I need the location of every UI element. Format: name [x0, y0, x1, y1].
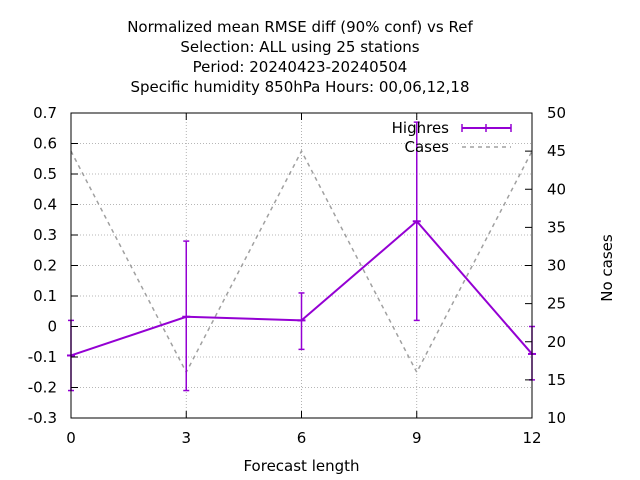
y-tick-label: 0.2 [33, 257, 57, 275]
y-tick-label: 0.6 [33, 135, 57, 153]
y-tick-label: 0 [47, 318, 57, 336]
y2-tick-label: 25 [547, 295, 566, 313]
axis-ticks: -0.3 -0.2 -0.1 0 0.1 0.2 0.3 0.4 0.5 0.6 0.7 10 15 20… [28, 104, 566, 447]
cases-line [70, 149, 533, 374]
y2-axis-label: No cases [598, 234, 616, 302]
x-axis-label: Forecast length [243, 457, 359, 475]
x-tick-label: 0 [66, 429, 76, 447]
y-tick-label: -0.3 [28, 409, 57, 427]
y-tick-label: 0.4 [33, 196, 57, 214]
y-tick-label: 0.3 [33, 226, 57, 244]
y2-tick-label: 40 [547, 180, 566, 198]
y2-tick-label: 20 [547, 333, 566, 351]
legend-label-cases: Cases [404, 138, 449, 156]
title-line: Normalized mean RMSE diff (90% conf) vs … [127, 18, 473, 36]
y-tick-label: -0.2 [28, 379, 57, 397]
x-tick-label: 6 [297, 429, 307, 447]
y-tick-label: -0.1 [28, 348, 57, 366]
y2-tick-label: 35 [547, 218, 566, 236]
y2-tick-label: 10 [547, 409, 566, 427]
grid [70, 112, 533, 419]
y2-tick-label: 15 [547, 371, 566, 389]
y-tick-label: 0.7 [33, 104, 57, 122]
y2-tick-label: 30 [547, 257, 566, 275]
y-tick-label: 0.5 [33, 165, 57, 183]
x-tick-label: 12 [522, 429, 541, 447]
title-line: Period: 20240423-20240504 [193, 58, 408, 76]
series-cases [70, 149, 533, 374]
title-line: Specific humidity 850hPa Hours: 00,06,12… [130, 78, 469, 96]
legend-label-highres: Highres [392, 119, 450, 137]
y-tick-label: 0.1 [33, 287, 57, 305]
y2-tick-label: 50 [547, 104, 566, 122]
title-line: Selection: ALL using 25 stations [180, 38, 419, 56]
x-tick-label: 3 [181, 429, 191, 447]
chart-title: Normalized mean RMSE diff (90% conf) vs … [127, 18, 473, 96]
x-tick-label: 9 [412, 429, 422, 447]
y2-tick-label: 45 [547, 142, 566, 160]
